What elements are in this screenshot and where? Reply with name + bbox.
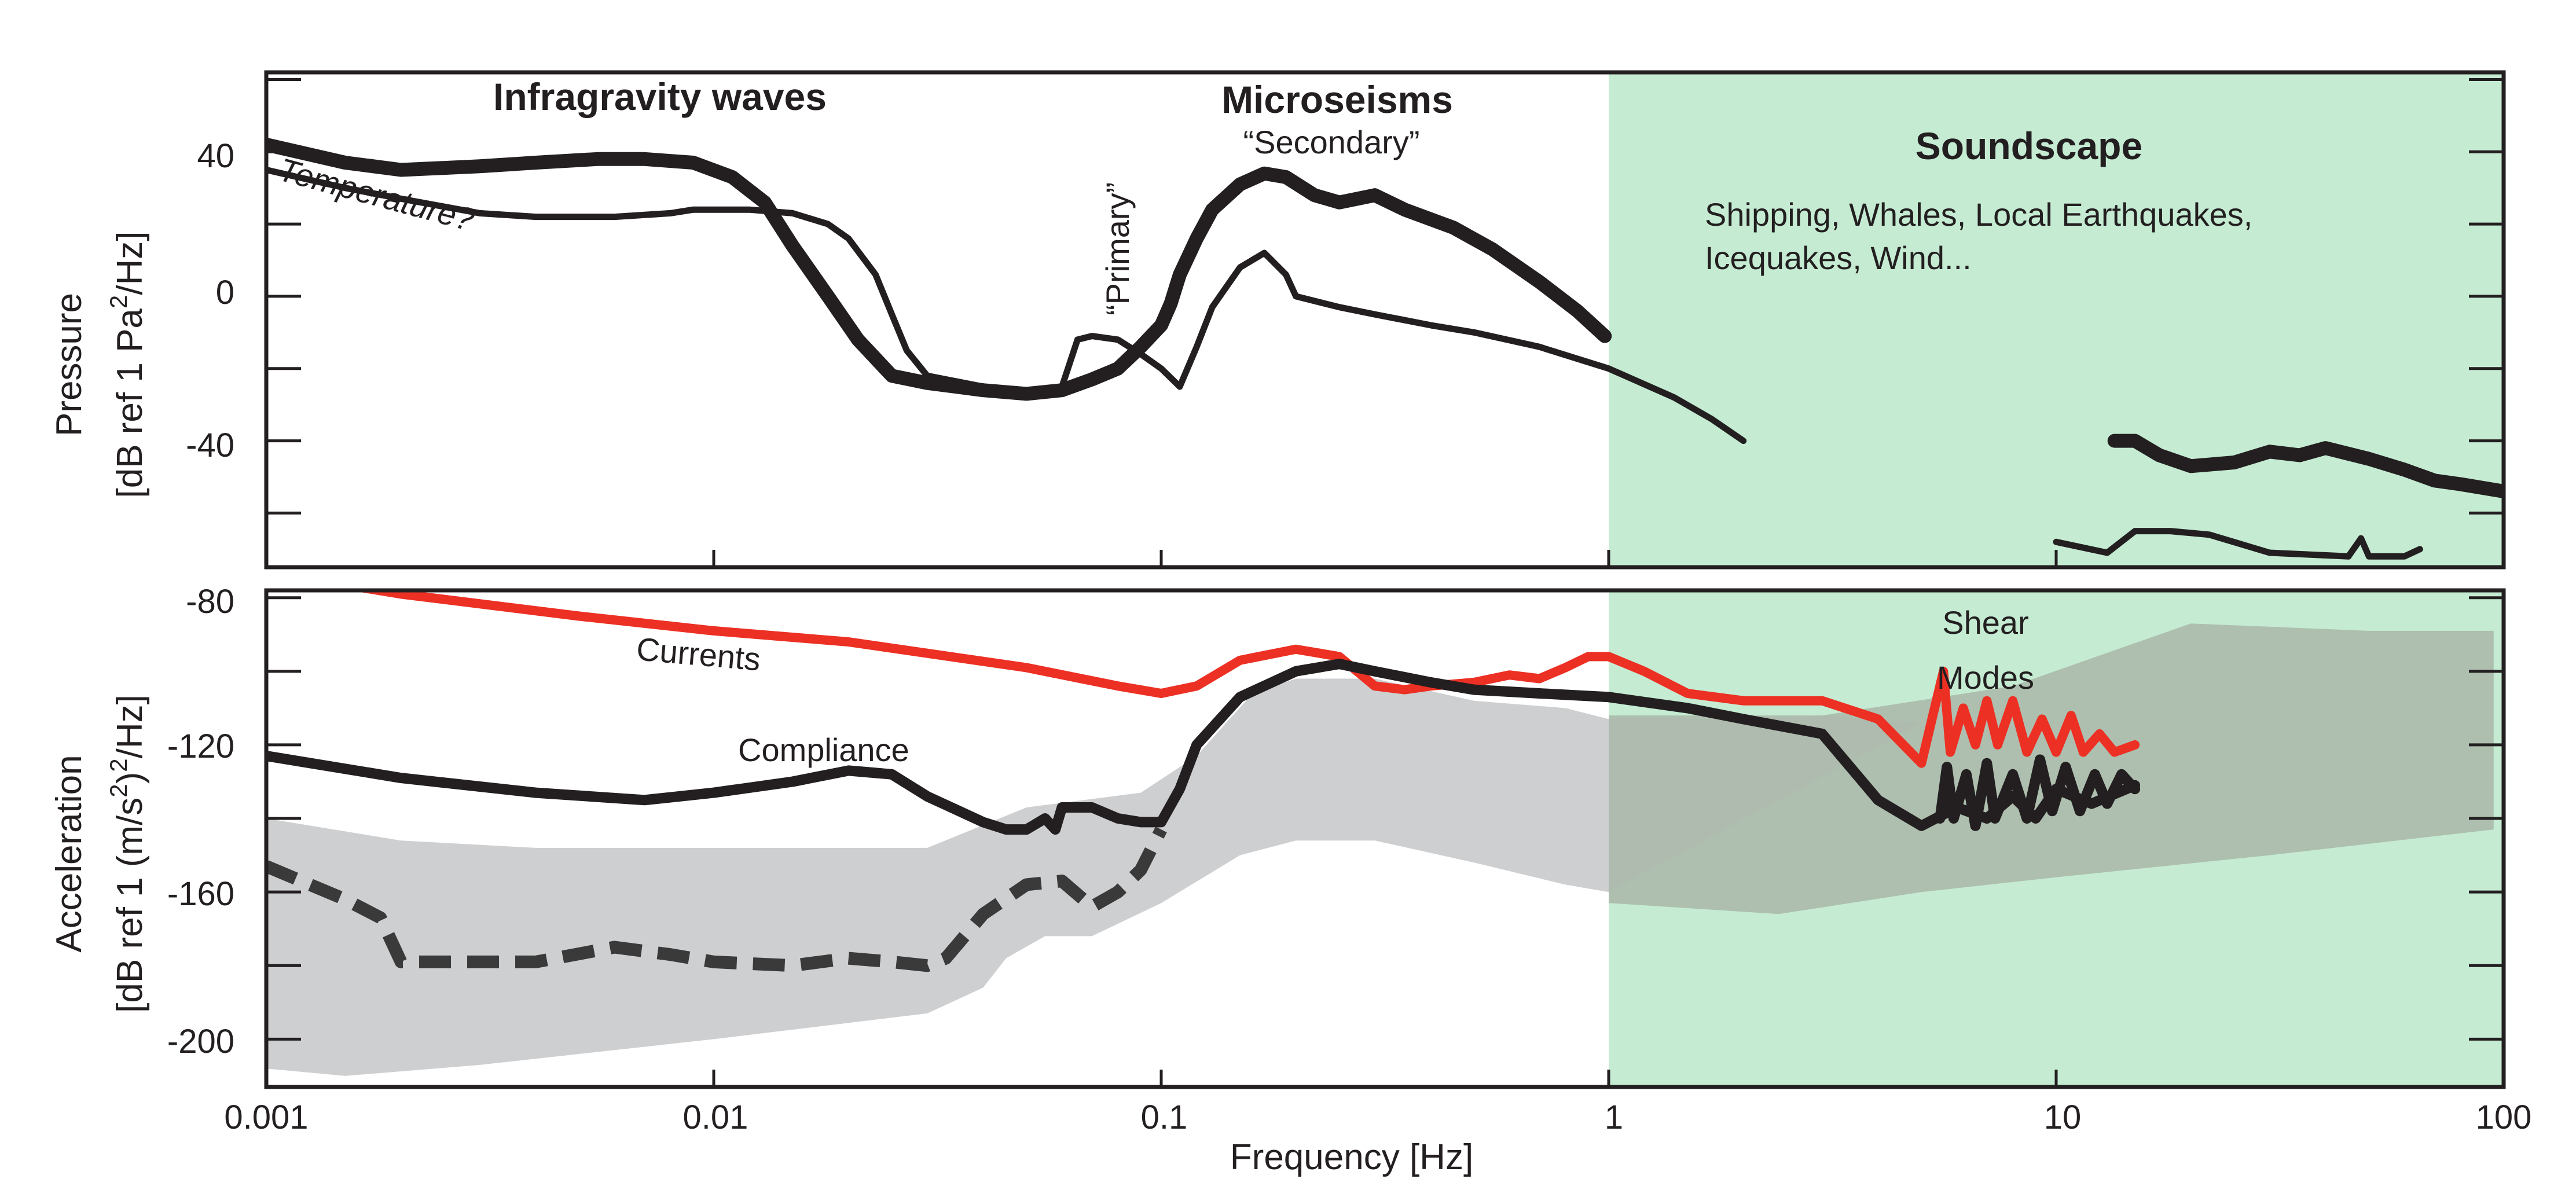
plot-frame-1 — [264, 588, 2506, 1089]
svg-text:[dB ref 1 Pa2/Hz]: [dB ref 1 Pa2/Hz] — [105, 231, 150, 498]
band-noise-envelope — [266, 678, 1922, 1076]
svg-text:Pressure: Pressure — [49, 293, 89, 436]
annotation-compliance: Compliance — [738, 732, 909, 768]
x-axis-title: Frequency [Hz] — [1230, 1137, 1473, 1177]
x-tick-label: 0.1 — [1141, 1099, 1188, 1136]
x-tick-label: 100 — [2476, 1099, 2532, 1136]
x-tick-label: 1 — [1605, 1099, 1623, 1136]
y-tick-label: -40 — [186, 427, 234, 464]
y-tick-label: -80 — [186, 583, 234, 620]
shaded-region-0 — [1609, 72, 2504, 567]
series-line-Compliance-low — [266, 827, 1167, 972]
axes-layer — [264, 70, 2506, 1089]
top-y-axis-title: Pressure — [49, 293, 89, 436]
annotation-shear: Shear — [1942, 604, 2028, 641]
bottom-y-tick-labels: -80 -120 -160 -200 — [167, 583, 234, 1060]
bands-layer — [266, 623, 2494, 1076]
y-tick-label: -160 — [167, 875, 234, 913]
annotation-sources-line2: Icequakes, Wind... — [1705, 240, 1972, 276]
series-layer — [266, 137, 2504, 972]
series-line-pressure-high-hf — [2107, 434, 2504, 498]
bottom-y-axis-units: [dB ref 1 (m/s2)2/Hz] — [105, 695, 150, 1013]
series-line-Compliance-spikes — [1935, 754, 2141, 831]
top-y-axis-units: [dB ref 1 Pa2/Hz] — [105, 231, 150, 498]
series-line-pressure-low — [266, 167, 1747, 445]
band-high-frequency-envelope — [1609, 623, 2494, 914]
x-tick-label: 0.001 — [224, 1099, 308, 1136]
annotation-soundscape: Soundscape — [1916, 124, 2142, 167]
annotation-primary: “Primary” — [1099, 182, 1136, 315]
y-tick-label: 0 — [216, 274, 234, 311]
annotation-secondary: “Secondary” — [1243, 124, 1419, 160]
y-tick-label: -120 — [167, 728, 234, 765]
annotation-sources-line1: Shipping, Whales, Local Earthquakes, — [1705, 196, 2252, 233]
annotation-primary-group: “Primary” — [1099, 182, 1136, 315]
series-line-Compliance — [266, 659, 2141, 835]
annotation-modes: Modes — [1937, 659, 2034, 696]
svg-text:Acceleration: Acceleration — [49, 755, 89, 952]
x-tick-labels: 0.001 0.01 0.1 1 10 100 — [224, 1099, 2531, 1136]
annotation-microseisms: Microseisms — [1221, 78, 1453, 121]
y-tick-label: 40 — [197, 137, 234, 175]
annotation-infragravity: Infragravity waves — [493, 75, 827, 118]
svg-text:[dB ref 1 (m/s2)2/Hz]: [dB ref 1 (m/s2)2/Hz] — [105, 695, 150, 1013]
x-tick-label: 10 — [2044, 1099, 2082, 1136]
top-y-tick-labels: 40 0 -40 — [186, 137, 234, 464]
bottom-y-axis-title: Acceleration — [49, 755, 89, 952]
x-tick-label: 0.01 — [683, 1099, 748, 1136]
series-line-Currents — [350, 590, 2140, 768]
plot-frame-0 — [264, 70, 2506, 570]
series-line-pressure-low-hf — [2053, 528, 2423, 560]
series-line-pressure-high — [266, 137, 1612, 401]
y-tick-label: -200 — [167, 1023, 234, 1060]
